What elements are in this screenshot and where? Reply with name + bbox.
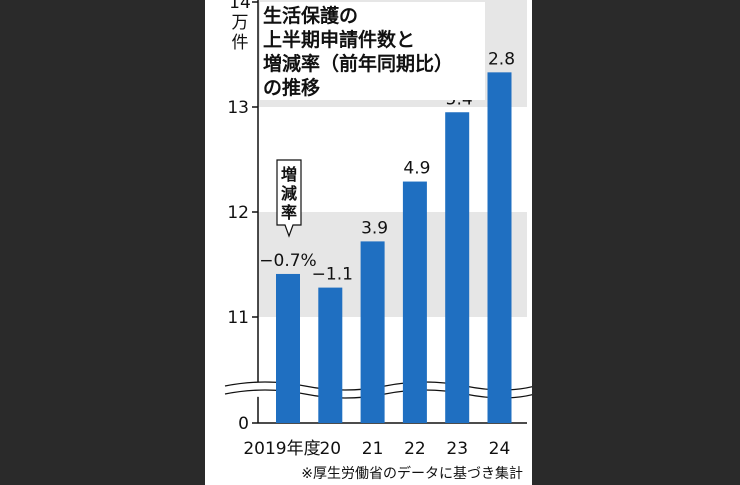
chart-title-line: 増減率（前年同期比）	[263, 52, 453, 75]
title-backdrop	[260, 2, 485, 100]
source-note: ※厚生労働省のデータに基づき集計	[301, 465, 523, 482]
chart-title-line: 上半期申請件数と	[263, 28, 415, 51]
data-label: 3.9	[361, 218, 388, 238]
bar	[276, 273, 300, 423]
band-11-12	[258, 212, 527, 317]
data-label: 2.8	[488, 49, 515, 69]
callout-label: 率	[281, 203, 297, 222]
x-category-label: 21	[362, 439, 384, 459]
callout-label: 増	[281, 165, 297, 184]
y-tick-label: 0	[238, 414, 249, 434]
y-tick-label: 11	[227, 308, 249, 328]
y-unit-label: 件	[232, 33, 249, 53]
chart-title-line: の推移	[263, 76, 320, 99]
bar	[445, 112, 470, 423]
x-category-label: 24	[489, 439, 511, 459]
x-category-label: 20	[319, 439, 341, 459]
bar	[487, 72, 512, 423]
bar	[318, 287, 343, 423]
data-label: 4.9	[403, 159, 430, 179]
x-category-label: 2019年度	[243, 439, 320, 459]
callout-label: 減	[281, 184, 297, 203]
y-unit-label: 万	[232, 13, 249, 33]
callout-box	[276, 159, 302, 238]
x-category-label: 23	[446, 439, 468, 459]
bar	[360, 241, 385, 423]
y-tick-label: 14	[229, 0, 251, 13]
data-label: −0.7%	[259, 251, 316, 271]
chart-title-line: 生活保護の	[263, 4, 358, 27]
y-tick-label: 13	[227, 98, 249, 118]
y-tick-label: 12	[227, 203, 249, 223]
data-label: −1.1	[312, 265, 353, 285]
x-category-label: 22	[404, 439, 426, 459]
bar	[402, 181, 427, 423]
